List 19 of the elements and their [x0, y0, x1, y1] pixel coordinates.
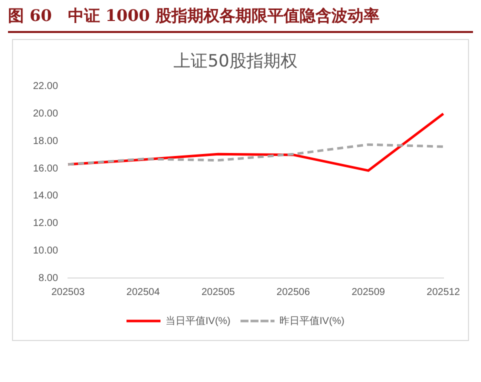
- y-tick-label: 12.00: [32, 218, 58, 230]
- chart-subtitle: 上证50股指期权: [174, 52, 298, 72]
- x-tick-label: 202509: [352, 286, 386, 298]
- y-tick-label: 22.00: [32, 81, 58, 92]
- line-series: [66, 143, 445, 166]
- y-tick-label: 16.00: [32, 163, 58, 174]
- chart-title: 图 60 中证 1000 股指期权各期限平值隐含波动率: [8, 0, 473, 33]
- x-tick-label: 202505: [201, 286, 236, 298]
- x-tick-label: 202503: [51, 286, 86, 298]
- x-tick-label: 202506: [276, 286, 310, 298]
- y-tick-label: 8.00: [38, 272, 58, 284]
- y-tick-label: 20.00: [32, 108, 58, 120]
- x-tick-label: 202512: [426, 286, 460, 298]
- legend-label: 当日平值IV(%): [166, 314, 230, 327]
- y-tick-label: 10.00: [32, 245, 58, 256]
- x-tick-label: 202504: [126, 286, 160, 298]
- y-tick-label: 14.00: [32, 190, 58, 202]
- y-tick-label: 18.00: [32, 136, 58, 147]
- legend-label: 昨日平值IV(%): [280, 314, 344, 327]
